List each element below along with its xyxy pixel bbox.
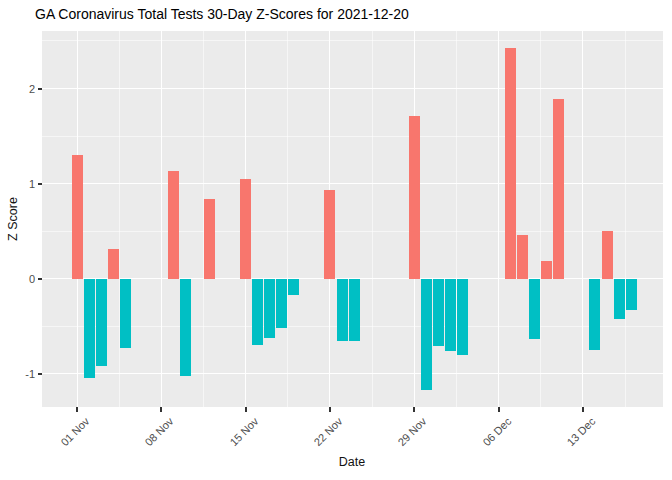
y-tick-label: 1 <box>0 178 35 190</box>
y-tick-label: -1 <box>0 368 35 380</box>
x-tick-label: 06 Dec <box>455 415 514 474</box>
x-tick-mark <box>582 407 584 412</box>
bar-2021-12-17 <box>626 279 637 310</box>
bar-2021-11-18 <box>276 279 287 328</box>
x-tick-label: 13 Dec <box>539 415 598 474</box>
bar-2021-11-16 <box>252 279 263 346</box>
bar-2021-12-15 <box>602 231 613 279</box>
bar-2021-11-29 <box>409 116 420 279</box>
h-gridline-minor <box>42 40 663 41</box>
bar-2021-11-22 <box>324 190 335 278</box>
v-gridline-major <box>498 31 499 407</box>
x-tick-label: 01 Nov <box>34 415 93 474</box>
bar-2021-11-12 <box>204 199 215 279</box>
x-tick-mark <box>329 407 331 412</box>
h-gridline-major <box>42 88 663 89</box>
bar-2021-11-03 <box>96 279 107 366</box>
x-tick-mark <box>245 407 247 412</box>
bar-2021-11-02 <box>84 279 95 379</box>
h-gridline-minor <box>42 231 663 232</box>
x-tick-label: 15 Nov <box>202 415 261 474</box>
bar-2021-12-07 <box>505 48 516 279</box>
bar-2021-11-19 <box>288 279 299 295</box>
y-tick-label: 2 <box>0 83 35 95</box>
bar-2021-12-02 <box>445 279 456 351</box>
bar-2021-11-30 <box>421 279 432 390</box>
plot-panel <box>42 31 663 407</box>
x-tick-label: 29 Nov <box>371 415 430 474</box>
x-tick-mark <box>413 407 415 412</box>
bar-2021-12-14 <box>589 279 600 350</box>
x-axis-title: Date <box>339 455 365 469</box>
bar-2021-11-01 <box>72 155 83 279</box>
v-gridline-major <box>161 31 162 407</box>
bar-2021-11-24 <box>349 279 360 342</box>
x-tick-mark <box>76 407 78 412</box>
bar-2021-12-08 <box>517 235 528 279</box>
bar-2021-12-16 <box>614 279 625 319</box>
bar-2021-11-05 <box>120 279 131 348</box>
chart-figure: GA Coronavirus Total Tests 30-Day Z-Scor… <box>0 0 672 480</box>
y-tick-mark <box>38 373 42 375</box>
y-tick-label: 0 <box>0 273 35 285</box>
bar-2021-11-04 <box>108 249 119 278</box>
h-gridline-major <box>42 183 663 184</box>
bar-2021-11-17 <box>264 279 275 338</box>
x-tick-mark <box>160 407 162 412</box>
chart-title: GA Coronavirus Total Tests 30-Day Z-Scor… <box>35 6 409 22</box>
y-tick-mark <box>38 88 42 90</box>
x-tick-label: 22 Nov <box>286 415 345 474</box>
bar-2021-12-01 <box>433 279 444 346</box>
y-tick-mark <box>38 183 42 185</box>
bar-2021-12-09 <box>529 279 540 340</box>
y-tick-mark <box>38 278 42 280</box>
v-gridline-major <box>582 31 583 407</box>
x-tick-mark <box>498 407 500 412</box>
y-axis-title: Z Score <box>6 197 20 241</box>
bar-2021-11-09 <box>168 171 179 278</box>
x-tick-label: 08 Nov <box>118 415 177 474</box>
h-gridline-minor <box>42 136 663 137</box>
bar-2021-12-10 <box>541 261 552 278</box>
bar-2021-12-11 <box>553 99 564 279</box>
h-gridline-major <box>42 373 663 374</box>
bar-2021-11-15 <box>240 179 251 279</box>
bar-2021-12-03 <box>457 279 468 355</box>
bar-2021-11-23 <box>337 279 348 342</box>
bar-2021-11-10 <box>180 279 191 377</box>
